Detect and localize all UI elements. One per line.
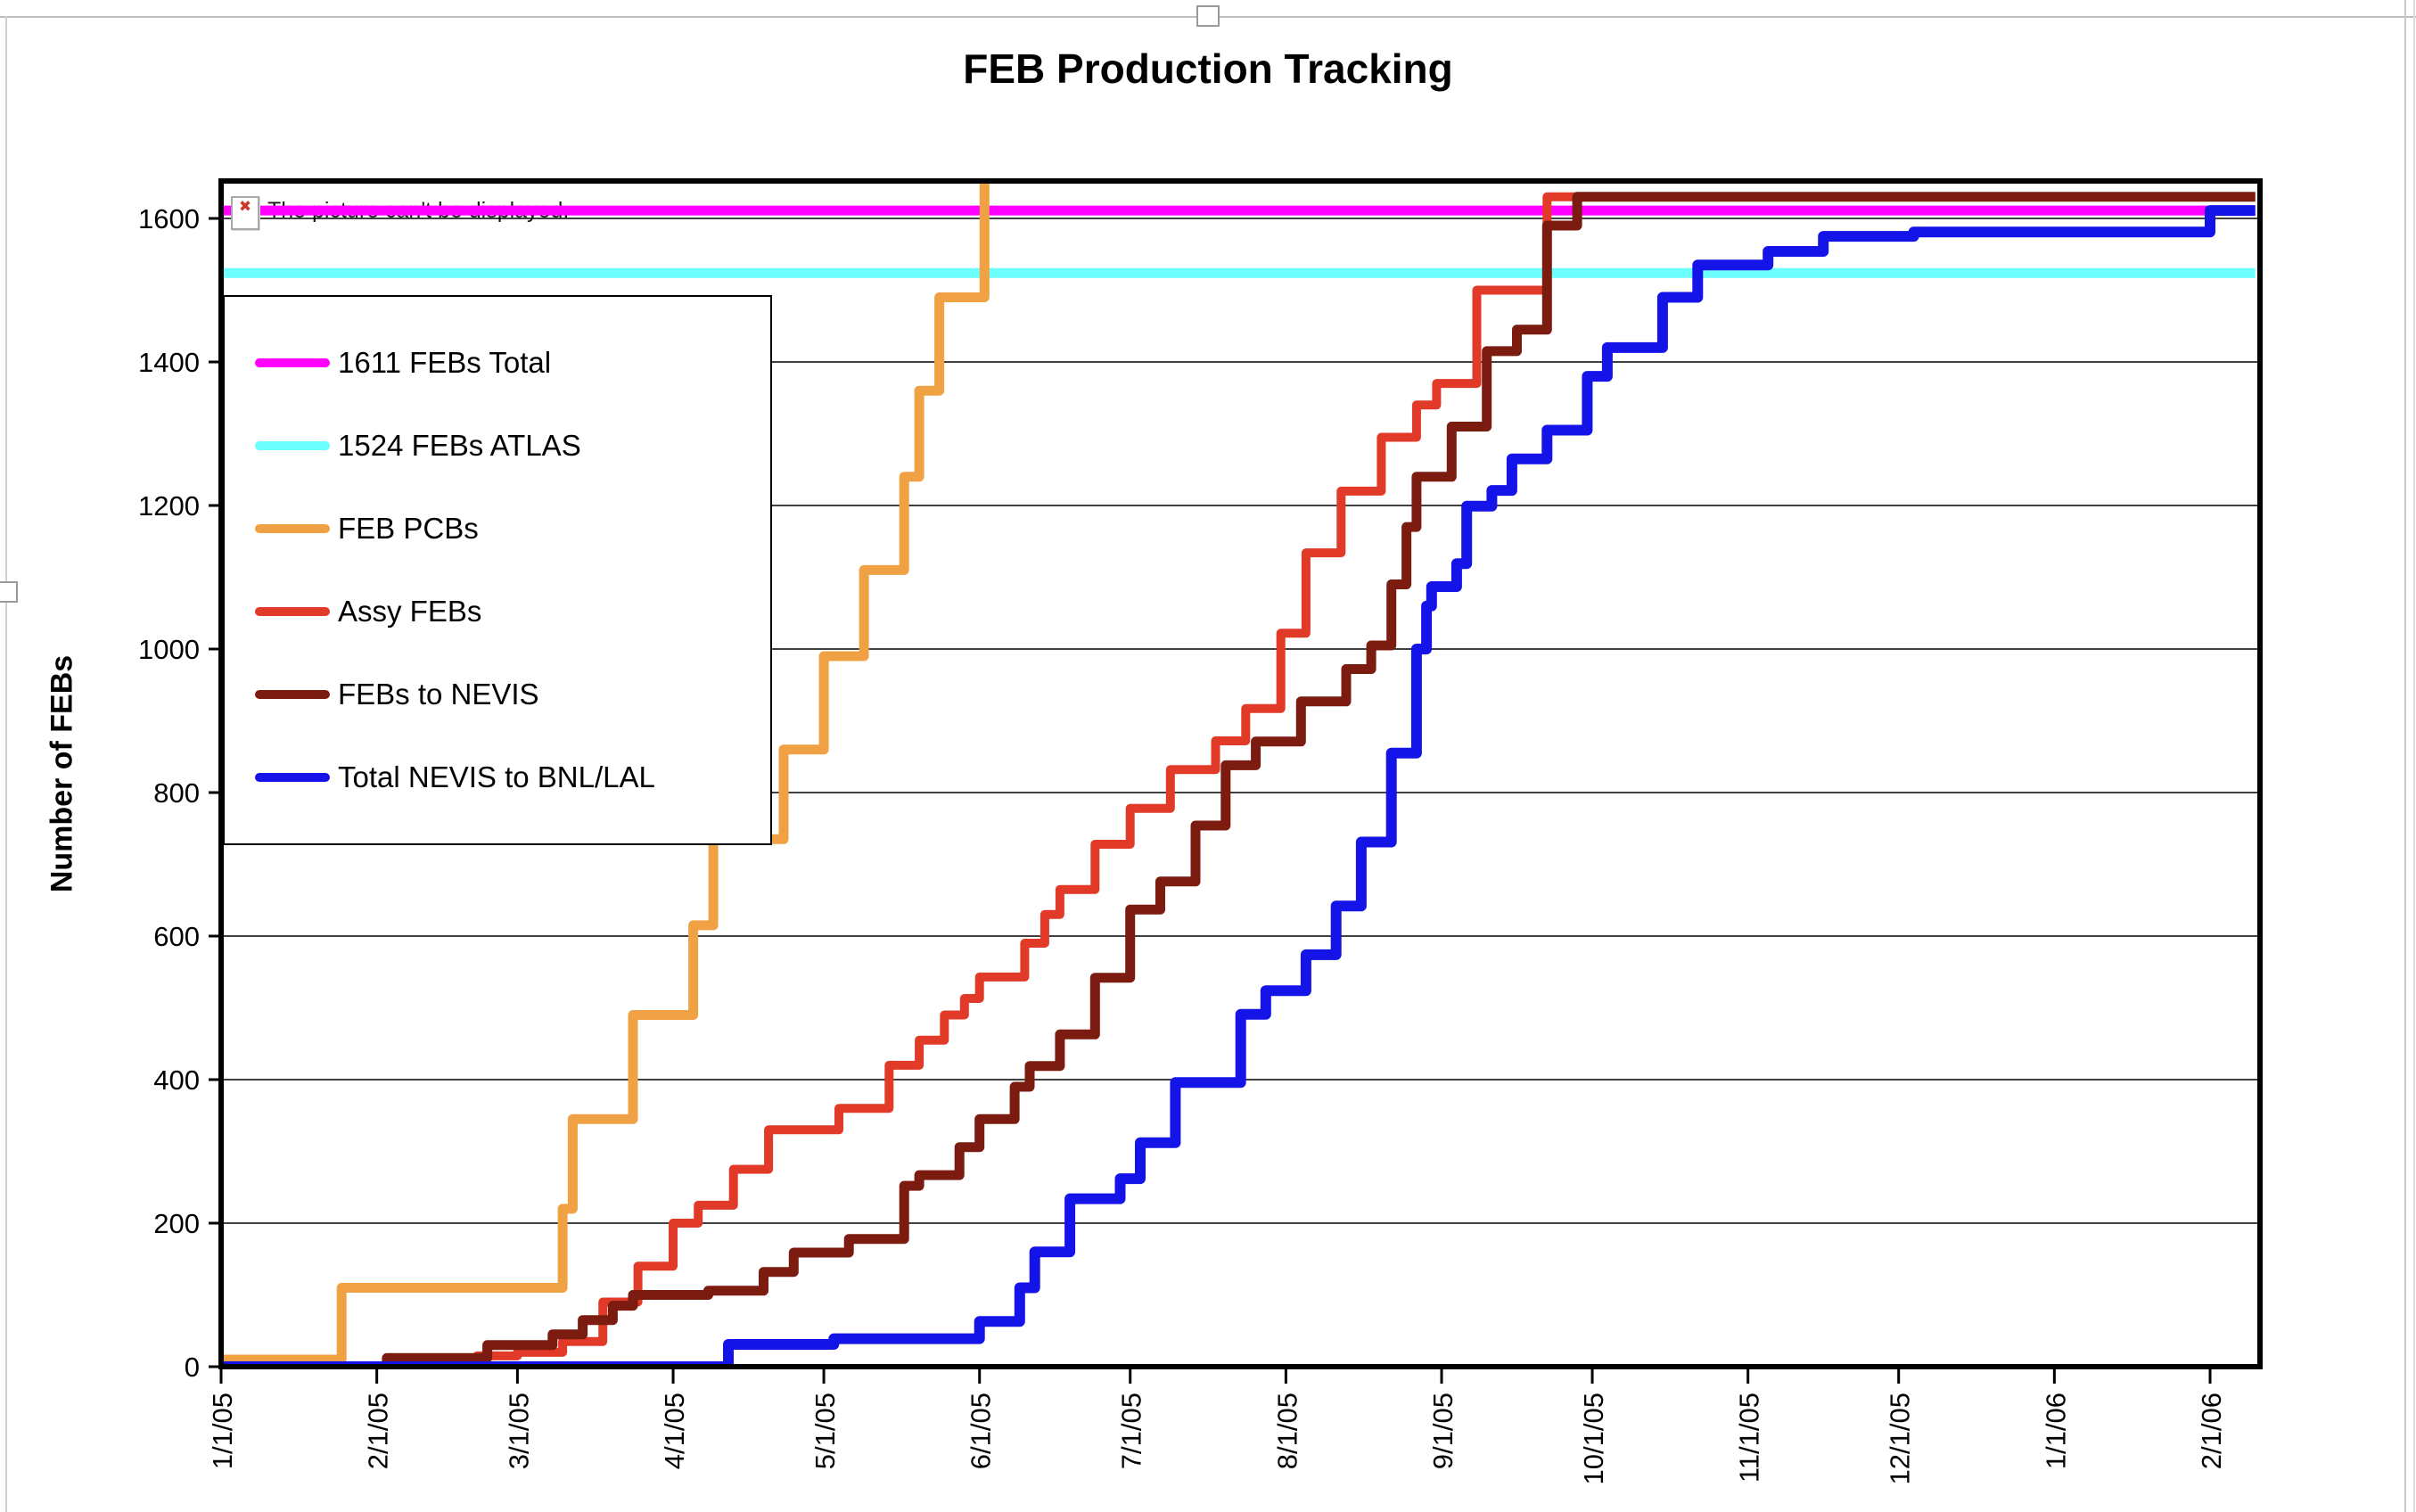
- x-tick-label: 7/1/05: [1116, 1393, 1147, 1469]
- y-tick-label: 800: [153, 777, 200, 809]
- selection-border-left: [5, 16, 7, 1512]
- y-tick-label: 1400: [138, 347, 200, 378]
- window-edge-line-2: [2413, 0, 2415, 1512]
- broken-image-icon: ✖: [231, 196, 259, 230]
- legend-label: FEBs to NEVIS: [338, 678, 539, 711]
- x-tick-label: 1/1/05: [207, 1393, 238, 1469]
- chart-title: FEB Production Tracking: [963, 45, 1453, 92]
- chart-resize-handle-left[interactable]: [0, 581, 18, 603]
- legend-swatch-feb-pcbs: [255, 524, 330, 533]
- legend-entry: 1611 FEBs Total: [225, 346, 770, 380]
- legend-entry: 1524 FEBs ATLAS: [225, 429, 770, 463]
- x-tick-label: 11/1/05: [1734, 1393, 1765, 1483]
- legend-entry: Assy FEBs: [225, 595, 770, 629]
- legend-swatch-1611-total: [255, 358, 330, 367]
- series-line-assy-febs: [221, 192, 2256, 1367]
- y-tick-label: 400: [153, 1064, 200, 1096]
- y-tick-label: 1200: [138, 490, 200, 522]
- legend-swatch-febs-to-nevis: [255, 690, 330, 699]
- x-tick-label: 9/1/05: [1427, 1393, 1459, 1469]
- legend-swatch-assy-febs: [255, 607, 330, 616]
- y-axis-title: Number of FEBs: [45, 654, 79, 893]
- chart-resize-handle-top[interactable]: [1196, 5, 1220, 27]
- y-tick-label: 200: [153, 1208, 200, 1239]
- series-line-febs-to-nevis: [221, 192, 2256, 1367]
- legend-label: Total NEVIS to BNL/LAL: [338, 760, 655, 793]
- legend-entry: FEB PCBs: [225, 512, 770, 546]
- legend-entry: FEBs to NEVIS: [225, 678, 770, 711]
- series-line-total-nevis-to-bnl-lal: [221, 205, 2256, 1367]
- plot-border: [218, 178, 2263, 1369]
- x-tick-label: 5/1/05: [809, 1393, 841, 1469]
- series-line-feb-pcbs: [221, 182, 990, 1365]
- y-tick-label: 0: [185, 1352, 200, 1383]
- legend-entry: Total NEVIS to BNL/LAL: [225, 760, 770, 794]
- x-tick-label: 8/1/05: [1271, 1393, 1303, 1469]
- y-tick-label: 1000: [138, 634, 200, 665]
- legend-swatch-1524-atlas: [255, 441, 330, 450]
- x-tick-label: 2/1/05: [363, 1393, 394, 1469]
- x-tick-label: 1/1/06: [2040, 1393, 2071, 1469]
- x-tick-label: 4/1/05: [659, 1393, 690, 1469]
- red-x-icon: ✖: [238, 198, 252, 215]
- x-tick-label: 6/1/05: [966, 1393, 997, 1469]
- x-tick-label: 12/1/05: [1885, 1393, 1916, 1484]
- legend-label: 1524 FEBs ATLAS: [338, 429, 581, 462]
- y-tick-label: 600: [153, 921, 200, 952]
- legend-swatch-nevis-to-bnl-lal: [255, 773, 330, 782]
- legend: 1611 FEBs Total 1524 FEBs ATLAS FEB PCBs…: [223, 295, 772, 845]
- legend-label: FEB PCBs: [338, 512, 479, 545]
- x-tick-label: 3/1/05: [503, 1393, 534, 1469]
- legend-label: 1611 FEBs Total: [338, 346, 552, 379]
- x-tick-label: 2/1/06: [2196, 1393, 2227, 1469]
- legend-label: Assy FEBs: [338, 595, 482, 628]
- x-tick-label: 10/1/05: [1578, 1393, 1609, 1484]
- window-edge-line: [2404, 0, 2406, 1512]
- y-tick-label: 1600: [138, 203, 200, 234]
